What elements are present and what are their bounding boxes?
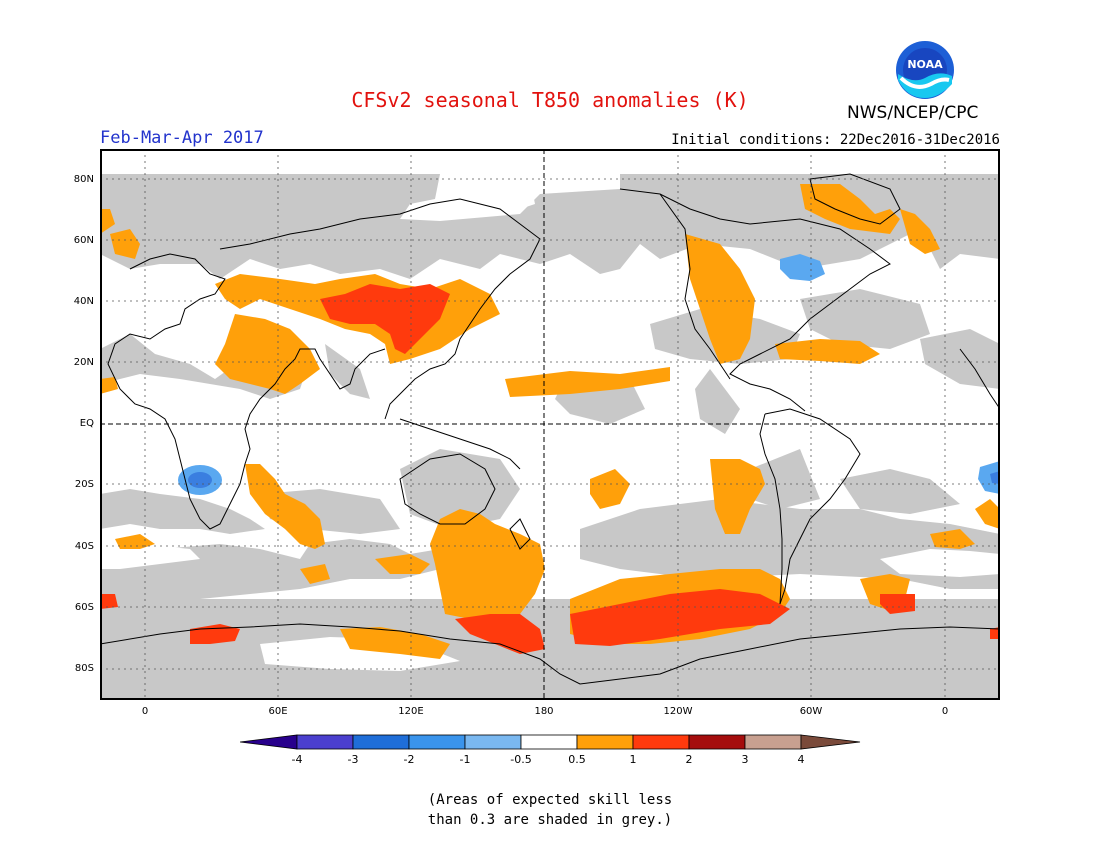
colorbar-swatch [296, 734, 354, 750]
map-frame [100, 149, 1000, 700]
agency-label: NWS/NCEP/CPC [847, 103, 979, 123]
colorbar-arrow-high [800, 734, 861, 750]
colorbar-label: 4 [797, 753, 805, 766]
colorbar-label: 2 [685, 753, 693, 766]
colorbar-arrow-low [240, 734, 298, 750]
colorbar-swatch [352, 734, 410, 750]
lon-label-0-west: 0 [141, 706, 149, 717]
coastlines [100, 173, 1000, 685]
lat-label-20s: 20S [74, 479, 94, 490]
colorbar-label: 0.5 [568, 753, 586, 766]
colorbar-label: -0.5 [510, 753, 532, 766]
colorbar-swatch [520, 734, 578, 750]
anomaly-red-areas [100, 284, 1000, 654]
colorbar-label: 1 [629, 753, 637, 766]
lat-label-40s: 40S [74, 541, 94, 552]
colorbar-swatch [632, 734, 690, 750]
colorbar-swatch [688, 734, 746, 750]
lat-label-20n: 20N [73, 357, 94, 368]
lon-label-180: 180 [534, 706, 554, 717]
lat-label-40n: 40N [73, 296, 94, 307]
colorbar-label: -2 [403, 753, 415, 766]
lat-label-80n: 80N [73, 174, 94, 185]
colorbar-label: -4 [291, 753, 303, 766]
anomaly-blue-areas [178, 254, 1000, 495]
colorbar-swatch [464, 734, 522, 750]
lat-label-60n: 60N [73, 235, 94, 246]
colorbar-label: 3 [741, 753, 749, 766]
lon-label-60w: 60W [799, 706, 823, 717]
lat-label-60s: 60S [74, 602, 94, 613]
colorbar-swatch [576, 734, 634, 750]
low-skill-grey-areas [100, 174, 1000, 700]
chart-title: CFSv2 seasonal T850 anomalies (K) [351, 88, 749, 112]
lat-label-80s: 80S [74, 663, 94, 674]
season-label: Feb-Mar-Apr 2017 [100, 128, 264, 148]
graticule [100, 149, 1000, 700]
colorbar-label: -3 [347, 753, 359, 766]
skill-note-line1: (Areas of expected skill less [427, 792, 673, 808]
lon-label-0-east: 0 [941, 706, 949, 717]
lon-label-60e: 60E [268, 706, 288, 717]
colorbar-swatch [744, 734, 802, 750]
equator-dateline [100, 149, 1000, 700]
initial-conditions-label: Initial conditions: 22Dec2016-31Dec2016 [671, 132, 1000, 148]
colorbar [240, 734, 861, 750]
white-areas [100, 544, 1000, 671]
noaa-logo-icon: NOAA [896, 41, 954, 99]
anomaly-map [100, 149, 1000, 700]
lat-label-eq: EQ [79, 418, 94, 429]
skill-note-line2: than 0.3 are shaded in grey.) [427, 812, 673, 828]
colorbar-swatch [408, 734, 466, 750]
lon-label-120w: 120W [663, 706, 693, 717]
colorbar-label: -1 [459, 753, 471, 766]
lon-label-120e: 120E [398, 706, 424, 717]
svg-text:NOAA: NOAA [907, 58, 943, 71]
